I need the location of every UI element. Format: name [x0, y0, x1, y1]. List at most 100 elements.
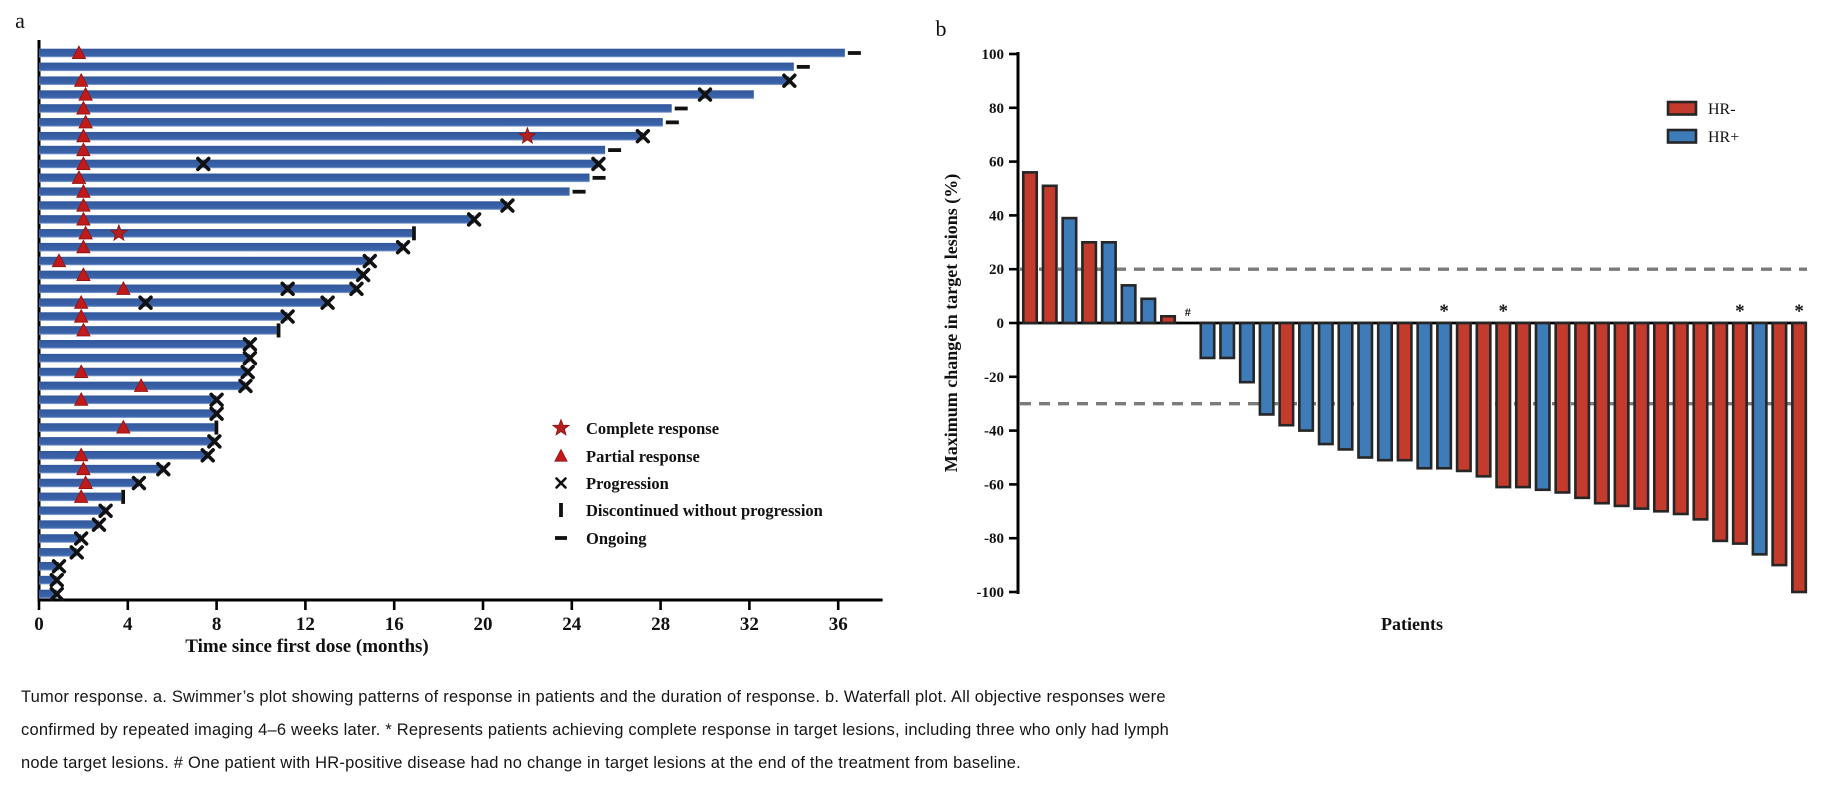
discontinued-pipe-icon: [214, 420, 219, 435]
waterfall-bar: [1021, 171, 1039, 325]
swimmer-bar: [39, 326, 277, 335]
waterfall-bar: [1376, 321, 1394, 462]
waterfall-bar: [1554, 321, 1571, 494]
waterfall-bar: [1061, 216, 1078, 325]
waterfall-bar: [1712, 321, 1729, 543]
swimmer-bar: [39, 256, 370, 266]
swimmer-bar: [39, 506, 106, 516]
progression-x-icon: [242, 337, 258, 352]
waterfall-bar: [1219, 321, 1236, 360]
x-tick-label: 36: [829, 614, 848, 635]
swimmer-bar: [39, 145, 606, 155]
swimmer-bar: [39, 201, 508, 210]
ongoing-dash-icon: [847, 51, 861, 55]
x-tick-label: 4: [123, 614, 133, 635]
waterfall-bar: [1574, 321, 1591, 500]
waterfall-bar: [1731, 321, 1748, 545]
complete-response-star-icon: [518, 126, 537, 145]
figure-panels: a 0 4 8 12 16 20 24 28 32 36 Time since first dose …: [15, 8, 1808, 657]
discontinued-pipe-icon: [276, 323, 281, 338]
waterfall-bar: [1672, 321, 1689, 516]
progression-x-icon: [209, 392, 224, 407]
progression-x-icon: [242, 350, 258, 366]
swimmer-bar: [39, 76, 790, 86]
y-tick-label: -100: [977, 585, 1005, 601]
partial-response-triangle-icon: [76, 197, 91, 212]
partial-response-triangle-icon: [73, 294, 89, 309]
swimmer-plot: a 0 4 8 12 16 20 24 28 32 36 Time since first dose …: [15, 8, 883, 657]
progression-x-icon: [196, 156, 211, 172]
partial-response-triangle-icon: [76, 461, 91, 476]
discontinued-pipe-icon: [121, 489, 126, 504]
swimmer-bar: [39, 589, 57, 599]
progression-x-icon: [156, 461, 171, 477]
progression-x-icon: [355, 267, 371, 283]
partial-response-triangle-icon: [554, 448, 568, 462]
waterfall-bar: [1416, 321, 1433, 470]
partial-response-triangle-icon: [71, 169, 87, 184]
caption-line-3: node target lesions. # One patient with …: [21, 754, 1021, 772]
partial-response-triangle-icon: [76, 239, 91, 254]
partial-response-triangle-icon: [78, 225, 93, 240]
progression-x-icon: [200, 448, 215, 463]
ongoing-dash-icon: [592, 175, 606, 180]
progression-x-icon: [635, 129, 651, 144]
swimmer-bar: [39, 312, 288, 321]
x-tick-label: 0: [34, 614, 44, 635]
partial-response-triangle-icon: [78, 86, 93, 101]
y-tick-label: 20: [989, 262, 1004, 278]
partial-response-triangle-icon: [73, 308, 89, 323]
waterfall-plot: b 100 80 60 40 20 0 -20 -40 -60 -80 -100 Maximum cha…: [936, 16, 1808, 634]
waterfall-bar: [1791, 321, 1808, 594]
partial-response-triangle-icon: [73, 447, 89, 462]
discontinued-pipe-icon: [559, 503, 563, 517]
partial-response-triangle-icon: [76, 211, 91, 226]
partial-response-triangle-icon: [78, 475, 93, 490]
discontinued-pipe-icon: [412, 226, 416, 241]
swimmer-bar: [39, 520, 99, 529]
progression-x-icon: [280, 309, 295, 324]
swimmer-bar: [39, 450, 208, 460]
progression-x-icon: [73, 531, 89, 546]
waterfall-bar: [1593, 321, 1610, 505]
swimmer-bar: [39, 395, 217, 405]
swimmer-bar: [39, 270, 364, 280]
waterfall-bar: [1120, 284, 1137, 325]
swimmer-legend-label: Progression: [586, 474, 669, 493]
y-tick-label: 60: [989, 155, 1004, 171]
swimmer-bar: [39, 367, 248, 377]
waterfall-bar: [1081, 241, 1098, 325]
progression-x-icon: [240, 364, 255, 380]
waterfall-bar: [1317, 321, 1334, 446]
swimmer-bar: [39, 131, 643, 141]
progression-x-icon: [500, 198, 515, 213]
waterfall-bar: [1475, 321, 1492, 478]
swimmer-bar: [39, 215, 475, 224]
progression-x-icon: [138, 295, 153, 310]
partial-response-triangle-icon: [133, 378, 149, 392]
partial-response-triangle-icon: [116, 419, 131, 434]
waterfall-bar: [1041, 184, 1058, 325]
progression-x-icon: [466, 212, 482, 227]
swimmer-legend-label: Complete response: [586, 419, 719, 438]
swimmer-bar: [39, 187, 570, 197]
progression-x-icon: [238, 378, 253, 394]
partial-response-triangle-icon: [51, 253, 67, 268]
y-tick-label: 100: [982, 47, 1005, 63]
progression-x-icon: [49, 572, 64, 588]
waterfall-legend-swatch: [1666, 100, 1698, 116]
swimmer-bar: [39, 340, 250, 349]
swimmer-bar: [39, 298, 328, 307]
waterfall-bar: [1337, 321, 1354, 451]
y-tick-label: 0: [997, 316, 1005, 332]
x-tick-label: 16: [385, 614, 404, 635]
progression-x-icon: [697, 87, 713, 102]
swimmer-bar: [39, 159, 599, 169]
partial-response-triangle-icon: [73, 364, 89, 379]
waterfall-legend-label: HR+: [1708, 129, 1739, 146]
caption-line-1: Tumor response. a. Swimmer’s plot showin…: [21, 688, 1166, 706]
swimmer-legend-label: Discontinued without progression: [586, 501, 823, 520]
swimmer-bar: [39, 353, 250, 363]
panel-a-label: a: [15, 8, 25, 33]
